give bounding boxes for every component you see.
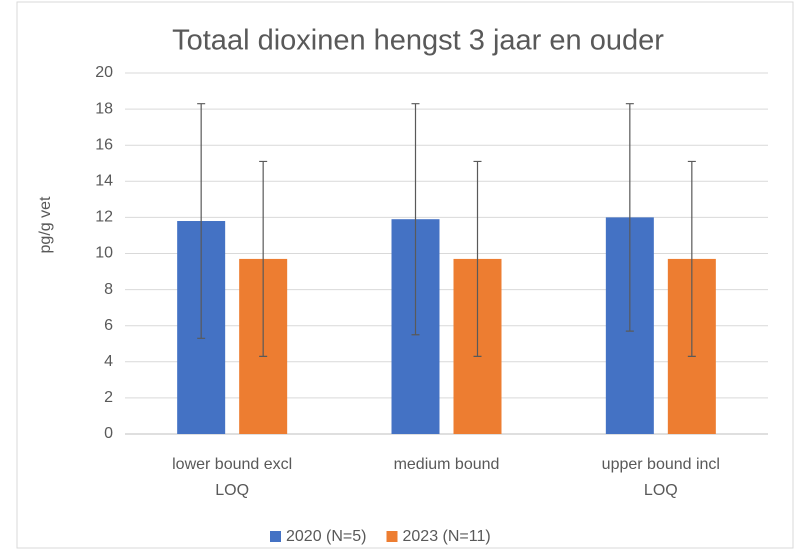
- chart-title: Totaal dioxinen hengst 3 jaar en ouder: [172, 25, 664, 57]
- legend-swatch: [386, 531, 398, 542]
- error-bar: [687, 160, 696, 357]
- error-bar: [625, 103, 634, 332]
- y-tick-label: 6: [104, 317, 113, 334]
- error-bar: [259, 160, 268, 357]
- y-tick-label: 4: [104, 353, 113, 370]
- x-tick-label: lower bound excl LOQ: [172, 456, 293, 499]
- y-tick-label: 0: [104, 425, 113, 442]
- x-tick-label: upper bound incl LOQ: [601, 456, 720, 499]
- y-tick-label: 8: [104, 281, 113, 298]
- x-tick-label: medium bound: [393, 456, 500, 473]
- y-axis-label: pg/g vet: [37, 196, 54, 253]
- legend-label: 2020 (N=5): [286, 528, 367, 545]
- y-tick-label: 2: [104, 389, 113, 406]
- y-tick-label: 12: [95, 209, 113, 226]
- y-tick-label: 10: [95, 245, 113, 262]
- y-tick-label: 16: [95, 136, 113, 153]
- error-bar: [473, 160, 482, 357]
- legend-label: 2023 (N=11): [403, 528, 491, 545]
- y-tick-label: 14: [95, 173, 113, 190]
- y-tick-label: 20: [95, 64, 113, 81]
- legend-swatch: [270, 531, 281, 542]
- y-tick-label: 18: [95, 100, 113, 117]
- error-bar: [411, 103, 420, 336]
- error-bar: [197, 103, 206, 339]
